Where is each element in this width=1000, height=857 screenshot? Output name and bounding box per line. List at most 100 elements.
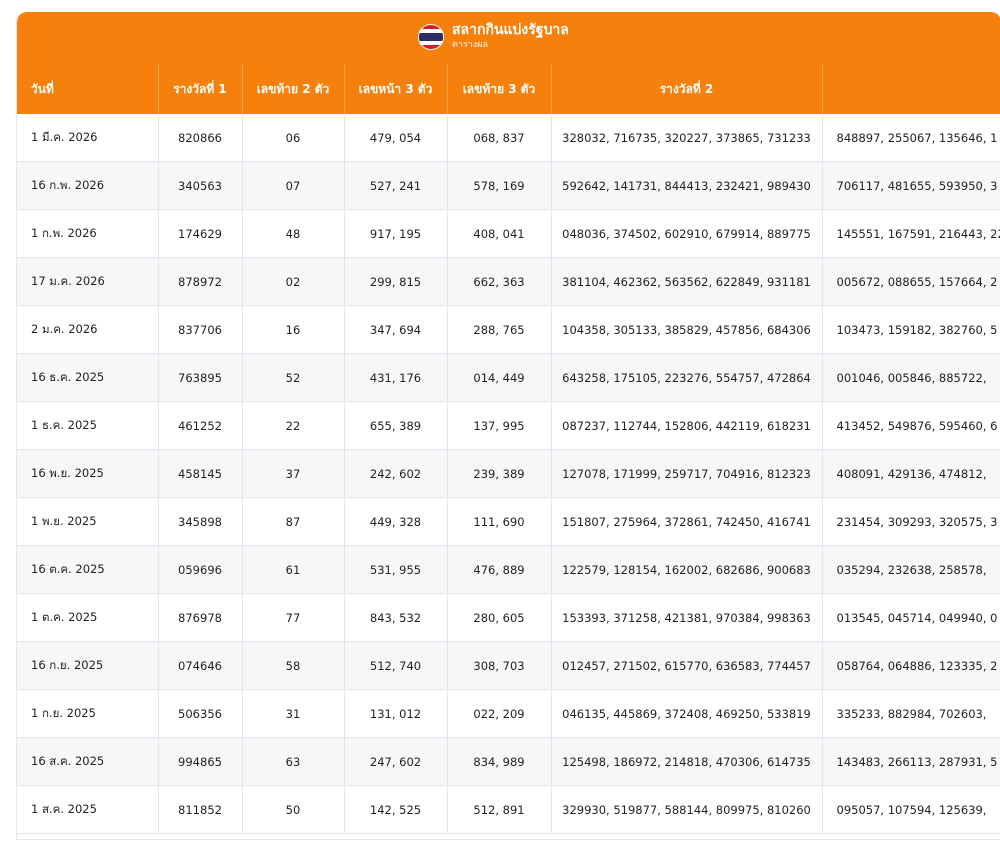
cell-first-prize: 994865 (158, 737, 243, 786)
cell-first-prize: 074646 (158, 641, 243, 690)
cell-first-prize: 461252 (158, 401, 243, 450)
cell-last-3: 137, 995 (447, 401, 552, 450)
cell-second-prize: 048036, 374502, 602910, 679914, 889775 (551, 209, 823, 258)
table-row: 16 ธ.ค. 2025 763895 52 431, 176 014, 449 6432… (17, 353, 1000, 402)
cell-last-2: 63 (242, 737, 345, 786)
cell-last-2: 07 (242, 161, 345, 210)
cell-third-prize: 145551, 167591, 216443, 22 (822, 209, 1000, 258)
table-row: 1 มี.ค. 2026 820866 06 479, 054 068, 837 3280… (17, 114, 1000, 162)
cell-front-3: 479, 054 (344, 114, 448, 162)
table-row: 1 ธ.ค. 2025 461252 22 655, 389 137, 995 08723… (17, 401, 1000, 450)
cell-last-2: 37 (242, 449, 345, 498)
cell-last-3: 512, 891 (447, 785, 552, 834)
cell-third-prize: 001046, 005846, 885722, (822, 353, 1000, 402)
cell-last-2: 58 (242, 641, 345, 690)
cell-third-prize: 335233, 882984, 702603, (822, 689, 1000, 738)
cell-date: 1 ต.ค. 2025 (17, 593, 159, 642)
cell-third-prize: 231454, 309293, 320575, 3 (822, 497, 1000, 546)
cell-last-2: 16 (242, 305, 345, 354)
cell-second-prize: 643258, 175105, 223276, 554757, 472864 (551, 353, 823, 402)
cell-second-prize: 328032, 716735, 320227, 373865, 731233 (551, 114, 823, 162)
thai-flag-icon (418, 23, 444, 50)
cell-date: 1 มี.ค. 2026 (17, 114, 159, 162)
cell-last-2: 48 (242, 209, 345, 258)
cell-date: 1 ส.ค. 2025 (17, 785, 159, 834)
cell-second-prize: 592642, 141731, 844413, 232421, 989430 (551, 161, 823, 210)
table-row: 16 พ.ย. 2025 458145 37 242, 602 239, 389 1270… (17, 449, 1000, 498)
cell-last-2: 06 (242, 114, 345, 162)
cell-date: 17 ม.ค. 2026 (17, 257, 159, 306)
cell-second-prize: 153393, 371258, 421381, 970384, 998363 (551, 593, 823, 642)
header-text: สลากกินแบ่งรัฐบาล ตารางผล (452, 22, 569, 51)
cell-last-3: 280, 605 (447, 593, 552, 642)
cell-front-3: 449, 328 (344, 497, 448, 546)
cell-last-2: 61 (242, 545, 345, 594)
cell-last-3: 662, 363 (447, 257, 552, 306)
cell-first-prize: 837706 (158, 305, 243, 354)
cell-last-3: 476, 889 (447, 545, 552, 594)
column-header-front-3: เลขหน้า 3 ตัว (344, 64, 448, 114)
cell-first-prize: 340563 (158, 161, 243, 210)
table-row: 1 ต.ค. 2025 876978 77 843, 532 280, 605 15339… (17, 593, 1000, 642)
cell-second-prize: 122579, 128154, 162002, 682686, 900683 (551, 545, 823, 594)
table-row: 16 ต.ค. 2025 059696 61 531, 955 476, 889 1225… (17, 545, 1000, 594)
cell-last-2: 31 (242, 689, 345, 738)
cell-front-3: 531, 955 (344, 545, 448, 594)
cell-second-prize: 381104, 462362, 563562, 622849, 931181 (551, 257, 823, 306)
header-title-group: สลากกินแบ่งรัฐบาล ตารางผล (418, 22, 569, 51)
cell-third-prize: 848897, 255067, 135646, 1 (822, 114, 1000, 162)
cell-first-prize: 059696 (158, 545, 243, 594)
cell-date: 1 ก.พ. 2026 (17, 209, 159, 258)
cell-date: 16 ก.ย. 2025 (17, 641, 159, 690)
table-row: 16 ส.ค. 2025 994865 63 247, 602 834, 989 1254… (17, 737, 1000, 786)
column-header-first-prize: รางวัลที่ 1 (158, 64, 243, 114)
cell-last-3: 111, 690 (447, 497, 552, 546)
cell-third-prize: 103473, 159182, 382760, 5 (822, 305, 1000, 354)
card-header: สลากกินแบ่งรัฐบาล ตารางผล (17, 12, 1000, 64)
page-title: สลากกินแบ่งรัฐบาล (452, 22, 569, 38)
cell-front-3: 917, 195 (344, 209, 448, 258)
cell-last-3: 408, 041 (447, 209, 552, 258)
cell-date: 16 ต.ค. 2025 (17, 545, 159, 594)
cell-third-prize: 005672, 088655, 157664, 2 (822, 257, 1000, 306)
table-row: 1 ก.พ. 2026 174629 48 917, 195 408, 041 04803… (17, 209, 1000, 258)
page-subtitle: ตารางผล (452, 40, 488, 50)
table-row: 2 ม.ค. 2026 837706 16 347, 694 288, 765 10435… (17, 305, 1000, 354)
cell-third-prize: 408091, 429136, 474812, (822, 449, 1000, 498)
cell-last-3: 288, 765 (447, 305, 552, 354)
cell-last-3: 308, 703 (447, 641, 552, 690)
cell-first-prize: 345898 (158, 497, 243, 546)
column-header-third-prize (822, 64, 1000, 114)
cell-date: 1 ก.ย. 2025 (17, 689, 159, 738)
cell-third-prize: 013545, 045714, 049940, 0 (822, 593, 1000, 642)
cell-front-3: 299, 815 (344, 257, 448, 306)
table-row: 16 ก.ย. 2025 074646 58 512, 740 308, 703 0124… (17, 641, 1000, 690)
cell-third-prize: 413452, 549876, 595460, 6 (822, 401, 1000, 450)
lottery-results-card: สลากกินแบ่งรัฐบาล ตารางผล วันที่ รางวัลท… (16, 12, 1000, 840)
cell-second-prize: 125498, 186972, 214818, 470306, 614735 (551, 737, 823, 786)
cell-first-prize: 506356 (158, 689, 243, 738)
cell-first-prize: 878972 (158, 257, 243, 306)
cell-last-2: 50 (242, 785, 345, 834)
table-row: 1 พ.ย. 2025 345898 87 449, 328 111, 690 15180… (17, 497, 1000, 546)
cell-third-prize: 706117, 481655, 593950, 3 (822, 161, 1000, 210)
cell-last-2: 77 (242, 593, 345, 642)
column-header-second-prize: รางวัลที่ 2 (551, 64, 823, 114)
cell-date: 16 พ.ย. 2025 (17, 449, 159, 498)
cell-front-3: 247, 602 (344, 737, 448, 786)
cell-first-prize: 811852 (158, 785, 243, 834)
cell-last-2: 02 (242, 257, 345, 306)
cell-first-prize: 876978 (158, 593, 243, 642)
cell-third-prize: 095057, 107594, 125639, (822, 785, 1000, 834)
table-row: 16 ก.พ. 2026 340563 07 527, 241 578, 169 5926… (17, 161, 1000, 210)
cell-date: 16 ก.พ. 2026 (17, 161, 159, 210)
cell-third-prize: 058764, 064886, 123335, 2 (822, 641, 1000, 690)
cell-front-3: 242, 602 (344, 449, 448, 498)
cell-front-3: 131, 012 (344, 689, 448, 738)
cell-second-prize: 012457, 271502, 615770, 636583, 774457 (551, 641, 823, 690)
cell-last-3: 014, 449 (447, 353, 552, 402)
cell-first-prize: 820866 (158, 114, 243, 162)
cell-last-3: 578, 169 (447, 161, 552, 210)
cell-date: 1 ธ.ค. 2025 (17, 401, 159, 450)
cell-date: 1 พ.ย. 2025 (17, 497, 159, 546)
